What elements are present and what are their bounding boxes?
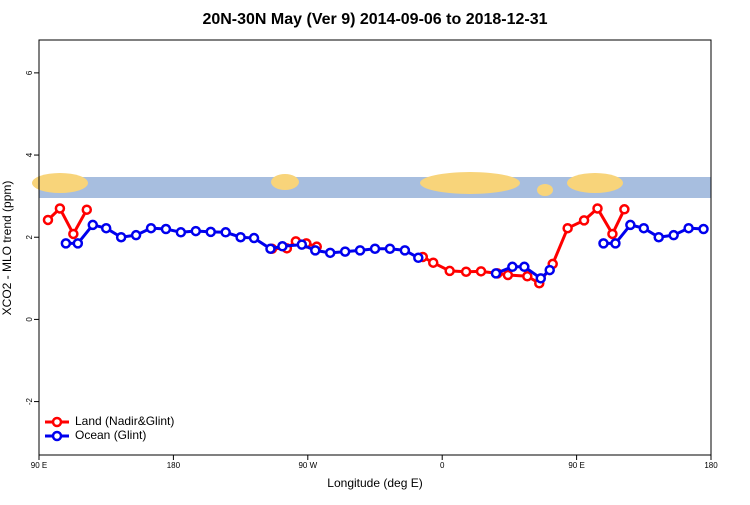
data-point	[369, 243, 381, 254]
data-point	[145, 222, 157, 234]
data-point	[638, 222, 650, 234]
series-line	[46, 206, 626, 286]
data-point	[592, 203, 603, 214]
data-point	[235, 231, 246, 243]
data-point	[42, 214, 54, 226]
data-point	[427, 257, 439, 268]
data-point	[160, 223, 172, 235]
data-point	[175, 227, 187, 238]
y-tick-label: 4	[25, 152, 34, 157]
data-point	[296, 239, 308, 250]
y-tick-label: 6	[25, 70, 34, 75]
data-point	[444, 265, 455, 277]
data-point	[598, 238, 609, 249]
legend-marker	[51, 430, 63, 442]
data-point	[54, 203, 66, 214]
data-point	[490, 268, 502, 279]
data-point	[413, 252, 424, 264]
data-point	[130, 229, 142, 241]
data-point	[265, 243, 276, 254]
legend-label: Ocean (Glint)	[75, 428, 146, 442]
x-tick-label: 90 W	[298, 461, 317, 470]
data-point	[475, 266, 487, 277]
data-point	[115, 231, 127, 243]
y-axis-label: XCO2 - MLO trend (ppm)	[0, 181, 14, 316]
data-point	[535, 273, 547, 284]
data-point	[683, 222, 694, 234]
data-point	[507, 261, 518, 273]
data-point	[72, 238, 84, 249]
x-tick-label: 180	[167, 461, 181, 470]
x-tick-label: 90 E	[568, 461, 584, 470]
map-strip	[32, 172, 711, 198]
data-point	[190, 225, 202, 237]
x-tick-label: 0	[440, 461, 445, 470]
legend-label: Land (Nadir&Glint)	[75, 414, 174, 428]
data-point	[502, 269, 514, 281]
data-point	[81, 204, 93, 215]
data-point	[277, 241, 288, 252]
data-point	[653, 231, 664, 243]
data-point	[220, 227, 231, 238]
data-point	[668, 229, 679, 241]
data-point	[248, 232, 260, 244]
y-tick-label: 2	[25, 234, 34, 239]
data-point	[205, 226, 216, 238]
y-tick-label: 0	[25, 317, 34, 322]
data-point	[310, 245, 321, 256]
x-axis-label: Longitude (deg E)	[327, 476, 422, 490]
data-point	[698, 223, 709, 235]
data-point	[324, 247, 336, 259]
data-point	[87, 219, 99, 231]
data-point	[522, 271, 533, 282]
data-point	[399, 245, 411, 256]
data-point	[619, 204, 630, 215]
data-point	[578, 215, 590, 226]
chart-title: 20N-30N May (Ver 9) 2014-09-06 to 2018-1…	[202, 11, 547, 28]
data-point	[562, 222, 573, 234]
data-point	[460, 266, 472, 277]
data-point	[607, 228, 618, 240]
data-point	[68, 228, 79, 240]
data-point	[60, 238, 72, 249]
data-point	[339, 246, 351, 257]
data-point	[519, 261, 530, 273]
data-point	[100, 222, 112, 234]
legend-marker	[51, 416, 63, 428]
x-tick-label: 90 E	[31, 461, 47, 470]
y-tick-label: -2	[25, 397, 34, 405]
data-point	[544, 264, 555, 276]
data-point	[354, 245, 366, 256]
data-point	[384, 243, 396, 254]
data-point	[625, 219, 636, 231]
plot-frame	[38, 39, 712, 456]
data-point	[610, 238, 621, 249]
x-tick-label: 180	[704, 461, 718, 470]
